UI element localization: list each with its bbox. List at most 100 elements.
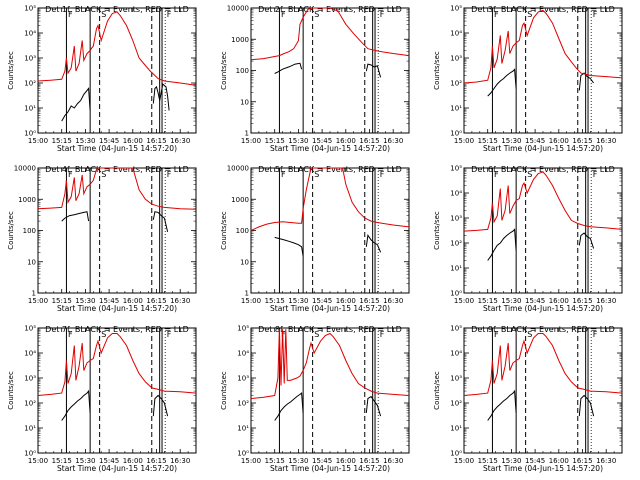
x-tick-label: 16:30 [170,297,190,305]
marker-letter: F [167,170,172,179]
x-axis-label: Start Time (04-Jun-15 14:57:20) [483,304,603,313]
plot-frame [250,7,410,134]
x-tick-label: 15:15 [52,457,72,465]
chart-title: Det 7f, BLACK = Events, RED = LLD [45,325,189,334]
marker-letter: F [281,170,286,179]
y-tick-label: 10000 [227,5,249,13]
chart-panel-4: Det 4f, BLACK = Events, RED = LLD 15:00 15… [7,165,197,313]
y-tick-label: 10² [237,400,249,408]
x-tick-label: 15:15 [478,137,498,145]
y-tick-label: 10¹ [24,425,36,433]
y-tick-label: 10000 [227,165,249,173]
chart-panel-7: Det 7f, BLACK = Events, RED = LLD 15:00 15… [7,325,197,473]
x-axis-label: Start Time (04-Jun-15 14:57:20) [270,464,390,473]
y-tick-label: 10² [24,400,36,408]
x-tick-label: 15:30 [501,137,521,145]
x-tick-label: 15:00 [454,457,474,465]
x-tick-label: 16:15 [572,137,592,145]
chart-panel-2: Det 2f, BLACK = Events, RED = LLD 15:00 15… [220,5,410,153]
x-tick-label: 15:15 [265,137,285,145]
events-series-line [61,389,91,421]
marker-letter: S [527,10,532,19]
y-tick-label: 10² [450,80,462,88]
marker-letter: F [494,330,499,339]
marker-letter: S [101,170,106,179]
y-tick-label: 10¹ [450,425,462,433]
x-tick-label: 15:30 [288,457,308,465]
x-tick-label: 16:00 [549,297,569,305]
y-tick-label: 10³ [24,55,36,63]
events-series-line [578,72,595,91]
x-tick-label: 15:00 [241,297,261,305]
marker-letter: F [68,170,73,179]
plot-frame [37,327,197,454]
y-tick-label: 10⁵ [450,5,462,13]
marker-letter: F [593,170,598,179]
x-tick-label: 15:00 [454,297,474,305]
y-tick-label: 10⁵ [24,325,36,333]
x-tick-label: 16:00 [123,297,143,305]
events-series-line [274,236,304,257]
x-axis-label: Start Time (04-Jun-15 14:57:20) [57,144,177,153]
y-tick-label: 10⁰ [24,450,36,458]
y-tick-label: 1 [245,130,249,138]
y-tick-label: 10⁴ [450,190,462,198]
x-tick-label: 16:15 [572,457,592,465]
chart-title: Det 8f, BLACK = Events, RED = LLD [258,325,402,334]
marker-letter: F [68,10,73,19]
x-axis-label: Start Time (04-Jun-15 14:57:20) [483,464,603,473]
chart-panel-1: Det 1f, BLACK = Events, RED = LLD 15:00 15… [7,5,197,153]
y-tick-label: 10⁵ [450,165,462,173]
x-tick-label: 16:00 [123,457,143,465]
x-tick-label: 16:15 [359,297,379,305]
marker-letter: F [68,330,73,339]
events-series-line [365,395,382,417]
x-tick-label: 15:30 [75,297,95,305]
chart-title: Det 1f, BLACK = Events, RED = LLD [45,5,189,14]
y-tick-label: 10³ [450,375,462,383]
events-series-line [152,211,169,233]
y-axis-label: Counts/sec [433,51,441,90]
marker-letter: S [527,170,532,179]
y-axis-label: Counts/sec [433,371,441,410]
x-tick-label: 16:00 [549,137,569,145]
y-tick-label: 10¹ [24,105,36,113]
x-tick-label: 15:00 [241,457,261,465]
y-tick-label: 10⁴ [24,30,36,38]
marker-letter: F [281,10,286,19]
plot-frame [463,167,623,294]
lld-series-line [250,167,410,231]
chart-panel-3: Det 3f, BLACK = Events, RED = LLD 15:00 15… [433,5,623,153]
y-tick-label: 10 [240,258,249,266]
chart-panel-5: Det 5f, BLACK = Events, RED = LLD 15:00 15… [220,165,410,313]
x-tick-label: 16:00 [336,457,356,465]
x-tick-label: 15:45 [525,457,545,465]
y-tick-label: 10⁰ [24,130,36,138]
x-tick-label: 16:30 [596,297,616,305]
events-series-line [487,68,517,97]
chart-title: Det 9f, BLACK = Events, RED = LLD [471,325,615,334]
x-axis-label: Start Time (04-Jun-15 14:57:20) [483,144,603,153]
marker-letter: S [101,10,106,19]
y-tick-label: 1000 [231,196,249,204]
y-tick-label: 10¹ [450,265,462,273]
y-tick-label: 10⁵ [237,325,249,333]
marker-letter: F [494,10,499,19]
y-tick-label: 10⁰ [450,130,462,138]
y-axis-label: Counts/sec [433,211,441,250]
y-tick-label: 10¹ [450,105,462,113]
x-tick-label: 16:30 [383,297,403,305]
x-tick-label: 15:15 [265,297,285,305]
x-axis-label: Start Time (04-Jun-15 14:57:20) [270,304,390,313]
y-axis-label: Counts/sec [7,211,15,250]
plot-frame [37,7,197,134]
x-axis-label: Start Time (04-Jun-15 14:57:20) [57,464,177,473]
marker-letter: S [527,330,532,339]
marker-letter: S [314,10,319,19]
x-tick-label: 15:15 [478,297,498,305]
x-tick-label: 15:00 [28,297,48,305]
y-tick-label: 10³ [237,375,249,383]
chart-title: Det 5f, BLACK = Events, RED = LLD [258,165,402,174]
y-tick-label: 10⁰ [450,450,462,458]
